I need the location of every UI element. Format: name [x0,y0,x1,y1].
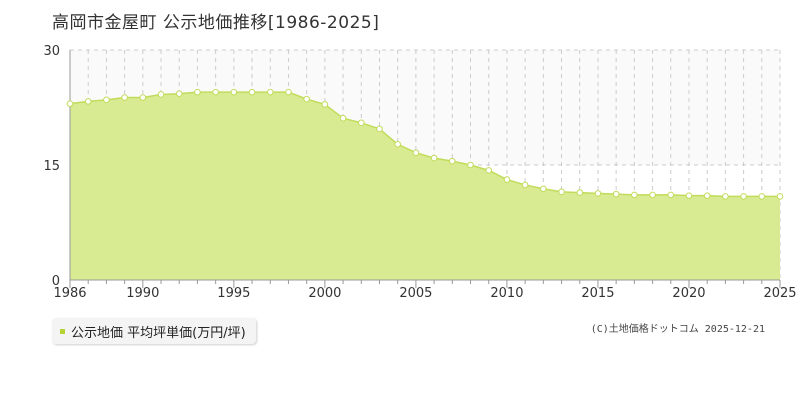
x-tick-label: 2020 [672,286,705,301]
data-point [303,95,310,103]
data-point [230,88,238,96]
data-point [394,141,401,148]
data-point [594,190,602,197]
data-point [321,101,329,108]
label-layer: 0 15 30 1986 1990 1995 2000 2005 2010 2015 2020 202… [43,44,796,301]
data-point [776,193,784,200]
y-tick-label: 0 [52,274,60,289]
data-point [485,167,493,174]
data-point [285,88,292,96]
x-tick-label: 2010 [490,286,523,301]
x-tick-label: 2005 [399,286,432,301]
data-point [339,114,347,122]
data-point [740,193,747,200]
data-point [248,88,256,96]
data-point [430,154,438,162]
data-point [175,90,183,97]
data-point [558,188,565,196]
copyright-credit: (C)土地価格ドットコム 2025-12-21 [590,324,765,335]
data-point [521,181,529,189]
data-point [194,88,201,96]
series-area [70,92,780,281]
x-tick-label: 1990 [126,286,159,301]
data-point [667,191,675,199]
y-tick-label: 30 [43,44,60,59]
chart-title: 高岡市金屋町 公示地価推移[1986-2025] [52,13,380,33]
data-point [212,88,219,96]
data-point [540,185,547,193]
y-tick-label: 15 [43,159,60,174]
data-point [412,149,420,157]
data-point [357,119,365,127]
legend-swatch [60,328,65,334]
point-layer [66,88,784,200]
data-point [449,157,456,165]
data-point [157,91,165,98]
data-point [703,192,711,199]
data-point [266,88,274,96]
chart-legend: 公示地価 平均坪単価(万円/坪) [52,318,256,344]
axis-layer [69,50,781,288]
data-point [685,192,693,199]
data-point [612,190,620,198]
x-tick-label: 1986 [53,286,86,301]
legend-label: 公示地価 平均坪単価(万円/坪) [71,325,246,341]
data-point [84,98,92,105]
data-point [758,193,766,200]
x-tick-label: 2000 [308,286,341,301]
data-point [722,193,729,200]
data-point [576,189,584,196]
data-point [103,96,110,104]
data-point [503,176,511,183]
x-tick-label: 2015 [581,286,614,301]
series-line [69,91,780,198]
data-point [121,94,128,101]
data-point [376,125,383,133]
data-point [631,191,638,199]
data-point [649,191,656,199]
x-tick-label: 2025 [763,286,796,301]
x-tick-label: 1995 [217,286,250,301]
data-point [467,161,474,169]
data-point [139,94,147,101]
data-point [66,100,74,107]
area-layer [69,91,780,281]
